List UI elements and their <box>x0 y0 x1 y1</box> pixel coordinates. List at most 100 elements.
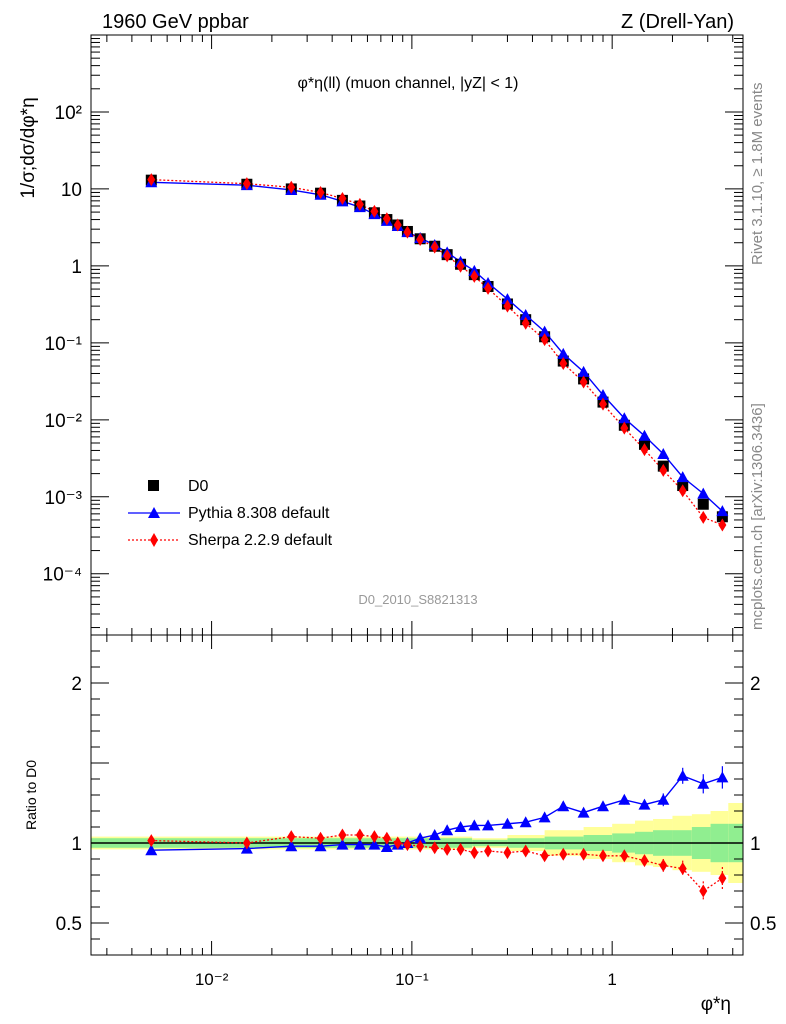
ratio-sherpa-point <box>355 828 364 842</box>
ratio-sherpa-point <box>443 842 452 856</box>
ratio-pythia-point <box>428 829 441 840</box>
x-tick-label: 10⁻² <box>195 970 229 989</box>
x-tick-label: 10⁻¹ <box>395 970 429 989</box>
ratio-sherpa-point <box>718 871 727 885</box>
d0-point <box>697 498 709 510</box>
ratio-sherpa-point <box>430 841 439 855</box>
pythia-point <box>501 293 514 305</box>
ratio-sherpa-point <box>470 846 479 860</box>
pythia-point <box>716 505 729 517</box>
ratio-sherpa-point <box>393 836 402 850</box>
ratio-y-tick-label: 0.5 <box>56 914 82 935</box>
main-y-label: 1/σ;dσ/dφ*η <box>18 97 39 198</box>
sherpa-point <box>659 463 668 477</box>
sherpa-point <box>559 356 568 370</box>
sherpa-point <box>370 204 379 218</box>
y-tick-label: 10⁻³ <box>45 488 83 509</box>
legend-marker-sherpa <box>150 533 158 547</box>
sherpa-point <box>540 333 549 347</box>
sherpa-point <box>287 180 296 194</box>
ratio-frame <box>90 634 744 956</box>
ratio-pythia-point <box>380 841 393 852</box>
ratio-sherpa-point <box>147 834 156 848</box>
ratio-sherpa-point <box>579 847 588 861</box>
ratio-pythia-line <box>151 774 723 851</box>
pythia-point <box>676 471 689 483</box>
pythia-point <box>638 429 651 441</box>
y-tick-label: 10⁻¹ <box>45 334 83 355</box>
pythia-point <box>697 487 710 499</box>
watermark: D0_2010_S8821313 <box>358 592 477 607</box>
ratio-y-tick-label-right: 1 <box>750 834 761 855</box>
ratio-sherpa-point <box>521 844 530 858</box>
ratio-sherpa-point <box>316 831 325 845</box>
ratio-pythia-point <box>468 819 481 831</box>
pythia-point <box>557 347 570 359</box>
sherpa-point <box>430 240 439 254</box>
ratio-sherpa-line <box>151 834 723 892</box>
pythia-line <box>151 181 723 512</box>
legend-label-sherpa: Sherpa 2.2.9 default <box>188 532 333 549</box>
y-tick-label: 1 <box>71 257 82 278</box>
mcplots-label: mcplots.cern.ch [arXiv:1306.3436] <box>749 403 766 630</box>
ratio-sherpa-point <box>484 844 493 858</box>
sherpa-point <box>484 281 493 295</box>
pythia-point <box>618 412 631 424</box>
plot-title-text: φ*η(ll) (muon channel, |yZ| < 1) <box>298 75 519 92</box>
ratio-pythia-point <box>314 840 327 852</box>
sherpa-point <box>403 225 412 239</box>
ratio-sherpa-point <box>242 836 251 850</box>
ratio-sherpa-point <box>599 849 608 863</box>
sherpa-point <box>316 185 325 199</box>
sherpa-point <box>443 249 452 263</box>
y-tick-label: 10² <box>55 103 82 124</box>
ratio-pythia-point <box>577 806 590 818</box>
x-tick-label: 1 <box>607 970 616 989</box>
sherpa-point <box>503 299 512 313</box>
y-tick-label: 10 <box>61 180 82 201</box>
plot-title: φ*η(ll) (muon channel, |yZ| < 1) <box>298 75 519 92</box>
sherpa-point <box>393 218 402 232</box>
pythia-point <box>538 325 551 337</box>
pythia-point <box>519 309 532 321</box>
legend-marker-d0 <box>148 480 159 491</box>
ratio-pythia-point <box>353 838 366 850</box>
sherpa-point <box>678 484 687 498</box>
ratio-pythia-point <box>716 771 729 783</box>
ratio-pythia-point <box>676 769 689 781</box>
sherpa-point <box>699 510 708 524</box>
ratio-pythia-point <box>618 793 631 805</box>
d0-point <box>716 511 728 523</box>
ratio-sherpa-point <box>382 831 391 845</box>
ratio-pythia-point <box>454 821 467 832</box>
ratio-y-tick-label: 1 <box>71 834 82 855</box>
header-right: Z (Drell-Yan) <box>621 11 734 33</box>
sherpa-point <box>338 192 347 206</box>
ratio-sherpa-point <box>620 849 629 863</box>
ratio-pythia-point <box>501 817 514 829</box>
sherpa-line <box>151 178 723 526</box>
pythia-point <box>577 365 590 377</box>
main-panel <box>145 173 729 532</box>
pythia-point <box>657 447 670 459</box>
sherpa-point <box>382 212 391 226</box>
ratio-pythia-point <box>638 798 651 810</box>
sherpa-point <box>718 518 727 532</box>
sherpa-point <box>620 421 629 435</box>
sherpa-point <box>147 173 156 187</box>
sherpa-point <box>416 233 425 247</box>
ratio-sherpa-point <box>699 884 708 898</box>
sherpa-point <box>456 259 465 273</box>
ratio-sherpa-point <box>456 842 465 856</box>
ratio-sherpa-point <box>338 828 347 842</box>
sherpa-point <box>579 375 588 389</box>
ratio-sherpa-point <box>503 846 512 860</box>
ratio-sherpa-point <box>370 830 379 844</box>
rivet-label: Rivet 3.1.10, ≥ 1.8M events <box>749 83 766 266</box>
ratio-y-tick-label-right: 2 <box>750 674 761 695</box>
legend-marker-pythia <box>148 507 160 518</box>
ratio-sherpa-point <box>659 858 668 872</box>
ratio-panel <box>91 766 743 901</box>
ratio-sherpa-point <box>559 847 568 861</box>
